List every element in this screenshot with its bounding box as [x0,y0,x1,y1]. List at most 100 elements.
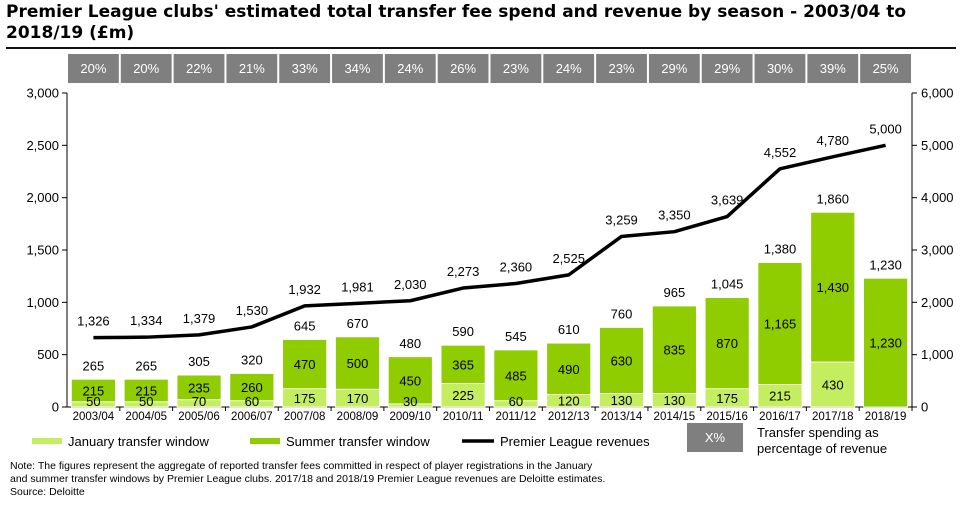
label-summer: 500 [347,356,369,371]
label-revenue: 1,326 [77,314,110,329]
label-january: 60 [509,394,523,409]
label-total: 1,045 [711,277,744,292]
label-total: 760 [611,306,633,321]
percent-box [490,54,542,83]
label-total: 1,860 [817,191,850,206]
label-total: 610 [558,322,580,337]
chart-title: Premier League clubs' estimated total tr… [6,2,907,43]
bar-summer [704,297,750,390]
y-right-tick-label: 0 [921,400,928,415]
label-january: 175 [716,391,738,406]
chart: 20% 20% 22% 21% 33% 34% 24% 26% 23% 24% 23% 29% 29% 3… [26,54,954,456]
percent-box [173,54,225,83]
revenue-line [93,143,886,340]
note-line-2: and summer transfer windows by Premier L… [10,473,606,485]
percent-box [701,54,753,83]
bar-summer [123,378,169,403]
percent-label: 23% [609,61,635,76]
y-right-tick-label: 1,000 [921,347,954,362]
label-total: 320 [241,353,263,368]
percent-box [68,54,119,83]
bar-summer [387,356,433,405]
note-line-1: Note: The figures represent the aggregat… [10,460,593,472]
percent-box [807,54,859,83]
legend-percent-box-label: X% [705,430,726,445]
label-revenue: 1,379 [183,311,216,326]
label-january: 50 [86,394,100,409]
label-total: 305 [188,354,210,369]
x-tick-label: 2007/08 [284,411,326,423]
legend-label-january: January transfer window [68,434,210,449]
label-summer: 835 [663,343,685,358]
source-line: Source: Deloitte [10,486,85,498]
bar-summer [546,342,592,395]
bar-summer [757,262,803,385]
legend-percent-desc-1: Transfer spending as [757,425,879,440]
label-january: 175 [294,391,316,406]
label-total: 265 [83,358,105,373]
title-rule [6,47,956,49]
label-total: 545 [505,329,527,344]
label-revenue: 1,530 [236,303,269,318]
y-left-tick-label: 2,000 [26,190,59,205]
y-left-tick-label: 3,000 [26,86,59,101]
y-left-tick-label: 2,500 [26,138,59,153]
label-revenue: 3,639 [711,193,744,208]
percent-box [279,54,331,83]
label-total: 265 [135,358,157,373]
label-total: 965 [663,285,685,300]
percent-label: 22% [186,61,212,76]
bar-summer [440,344,486,384]
percent-label: 20% [133,61,159,76]
percent-box [860,54,911,83]
percent-label: 39% [820,61,846,76]
label-total: 1,230 [869,257,902,272]
y-left-tick-label: 1,000 [26,295,59,310]
y-right-tick-label: 5,000 [921,138,954,153]
bar-summer [810,211,856,363]
percent-box [596,54,647,83]
label-january: 120 [558,394,580,409]
x-tick-label: 2003/04 [73,411,115,423]
x-tick-label: 2015/16 [706,411,748,423]
label-january: 130 [611,393,633,408]
label-revenue: 3,259 [605,212,638,227]
label-summer: 365 [452,357,474,372]
percent-label: 24% [556,61,582,76]
percent-box [384,54,436,83]
y-left-tick-label: 0 [52,400,59,415]
percent-box [226,54,278,83]
label-january: 130 [663,393,685,408]
label-summer: 470 [294,357,316,372]
label-summer: 870 [716,336,738,351]
label-summer: 630 [611,353,633,368]
label-summer: 1,430 [817,280,850,295]
label-revenue: 2,525 [552,251,585,266]
percent-label: 23% [503,61,529,76]
percent-label: 34% [344,61,370,76]
label-january: 170 [347,391,369,406]
bar-summer [335,336,380,390]
legend-swatch-summer [250,438,280,444]
label-january: 70 [192,394,206,409]
x-tick-label: 2006/07 [231,411,273,423]
percent-label: 21% [239,61,265,76]
x-tick-label: 2009/10 [389,411,431,423]
label-revenue: 4,552 [764,145,797,160]
label-january: 430 [822,377,844,392]
y-right-tick-label: 3,000 [921,243,954,258]
label-january: 50 [139,394,153,409]
label-january: 225 [452,388,474,403]
y-right-tick-label: 6,000 [921,86,954,101]
percent-box [120,54,172,83]
percent-label: 30% [767,61,793,76]
label-revenue: 1,932 [288,282,321,297]
bar-summer [176,374,222,401]
label-summer: 1,230 [869,336,902,351]
x-tick-label: 2010/11 [443,411,484,423]
label-summer: 485 [505,368,527,383]
percent-box [754,54,806,83]
label-revenue: 4,780 [817,133,850,148]
label-summer: 450 [399,373,421,388]
footnote: Note: The figures represent the aggregat… [10,460,710,499]
